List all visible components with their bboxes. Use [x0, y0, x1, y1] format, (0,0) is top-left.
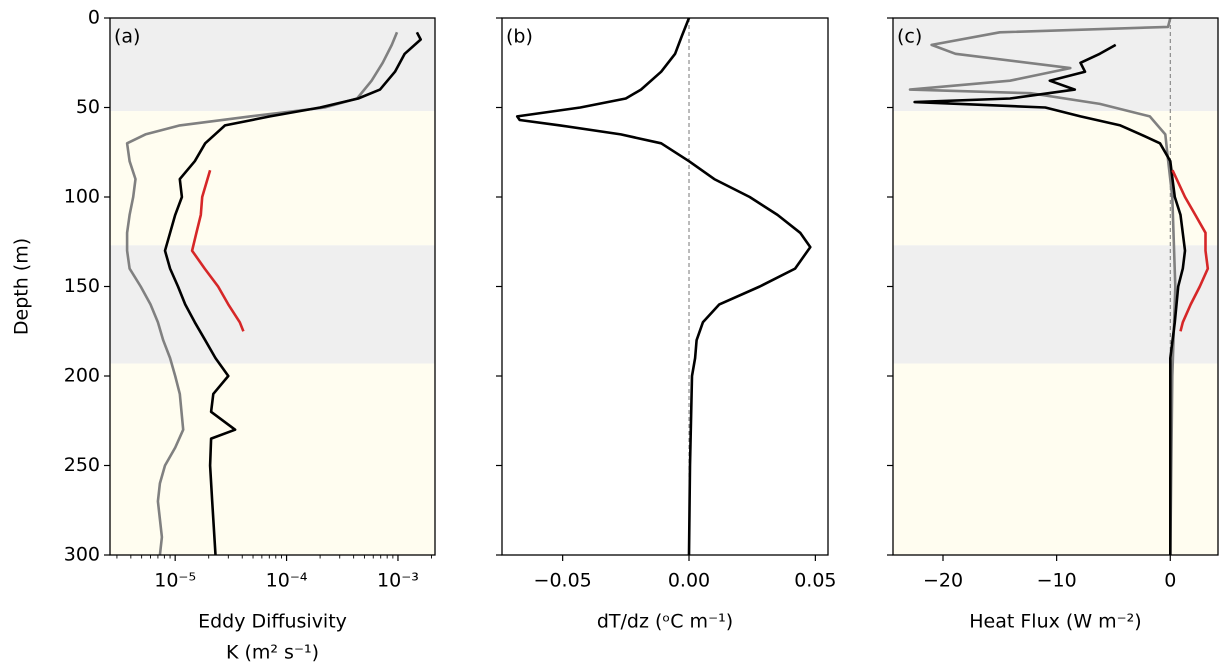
axes-frame — [501, 17, 829, 556]
x-axis-label: Eddy Diffusivity — [198, 611, 347, 633]
depth-band — [893, 363, 1218, 555]
x-tick-label: 0.00 — [668, 570, 710, 592]
x-tick-label: 0 — [1164, 570, 1176, 592]
profile-line — [1171, 169, 1210, 332]
profile-line — [515, 17, 812, 556]
x-tick-label: 10⁻³ — [377, 570, 419, 592]
x-axis-label: K (m² s⁻¹) — [226, 642, 319, 664]
profile-line — [163, 31, 422, 556]
y-tick-label: 300 — [64, 544, 100, 566]
y-tick-label: 50 — [76, 96, 100, 118]
panel-label: (a) — [114, 26, 140, 48]
x-axis-label: dT/dz (ᵒC m⁻¹) — [597, 611, 733, 633]
y-tick-label: 100 — [64, 186, 100, 208]
depth-band — [893, 18, 1218, 112]
profile-line — [913, 43, 1187, 555]
profile-line — [908, 17, 1177, 556]
panel-label: (b) — [506, 26, 533, 48]
panel-label: (c) — [897, 26, 922, 48]
profile-line — [190, 169, 245, 332]
x-tick-label: 10⁻⁴ — [266, 570, 308, 592]
x-tick-label: 10⁻⁵ — [154, 570, 196, 592]
depth-band — [893, 245, 1218, 364]
x-tick-label: −0.05 — [534, 570, 592, 592]
depth-band — [110, 245, 435, 364]
y-axis-label: Depth (m) — [11, 238, 33, 335]
x-tick-label: 0.05 — [794, 570, 836, 592]
y-tick-label: 0 — [88, 7, 100, 29]
x-axis-label: Heat Flux (W m⁻²) — [969, 611, 1141, 633]
y-tick-label: 250 — [64, 454, 100, 476]
depth-band — [110, 111, 435, 246]
y-tick-label: 150 — [64, 275, 100, 297]
depth-band — [110, 18, 435, 112]
x-tick-label: −10 — [1037, 570, 1077, 592]
depth-band — [110, 363, 435, 555]
y-tick-label: 200 — [64, 365, 100, 387]
x-tick-label: −20 — [923, 570, 963, 592]
